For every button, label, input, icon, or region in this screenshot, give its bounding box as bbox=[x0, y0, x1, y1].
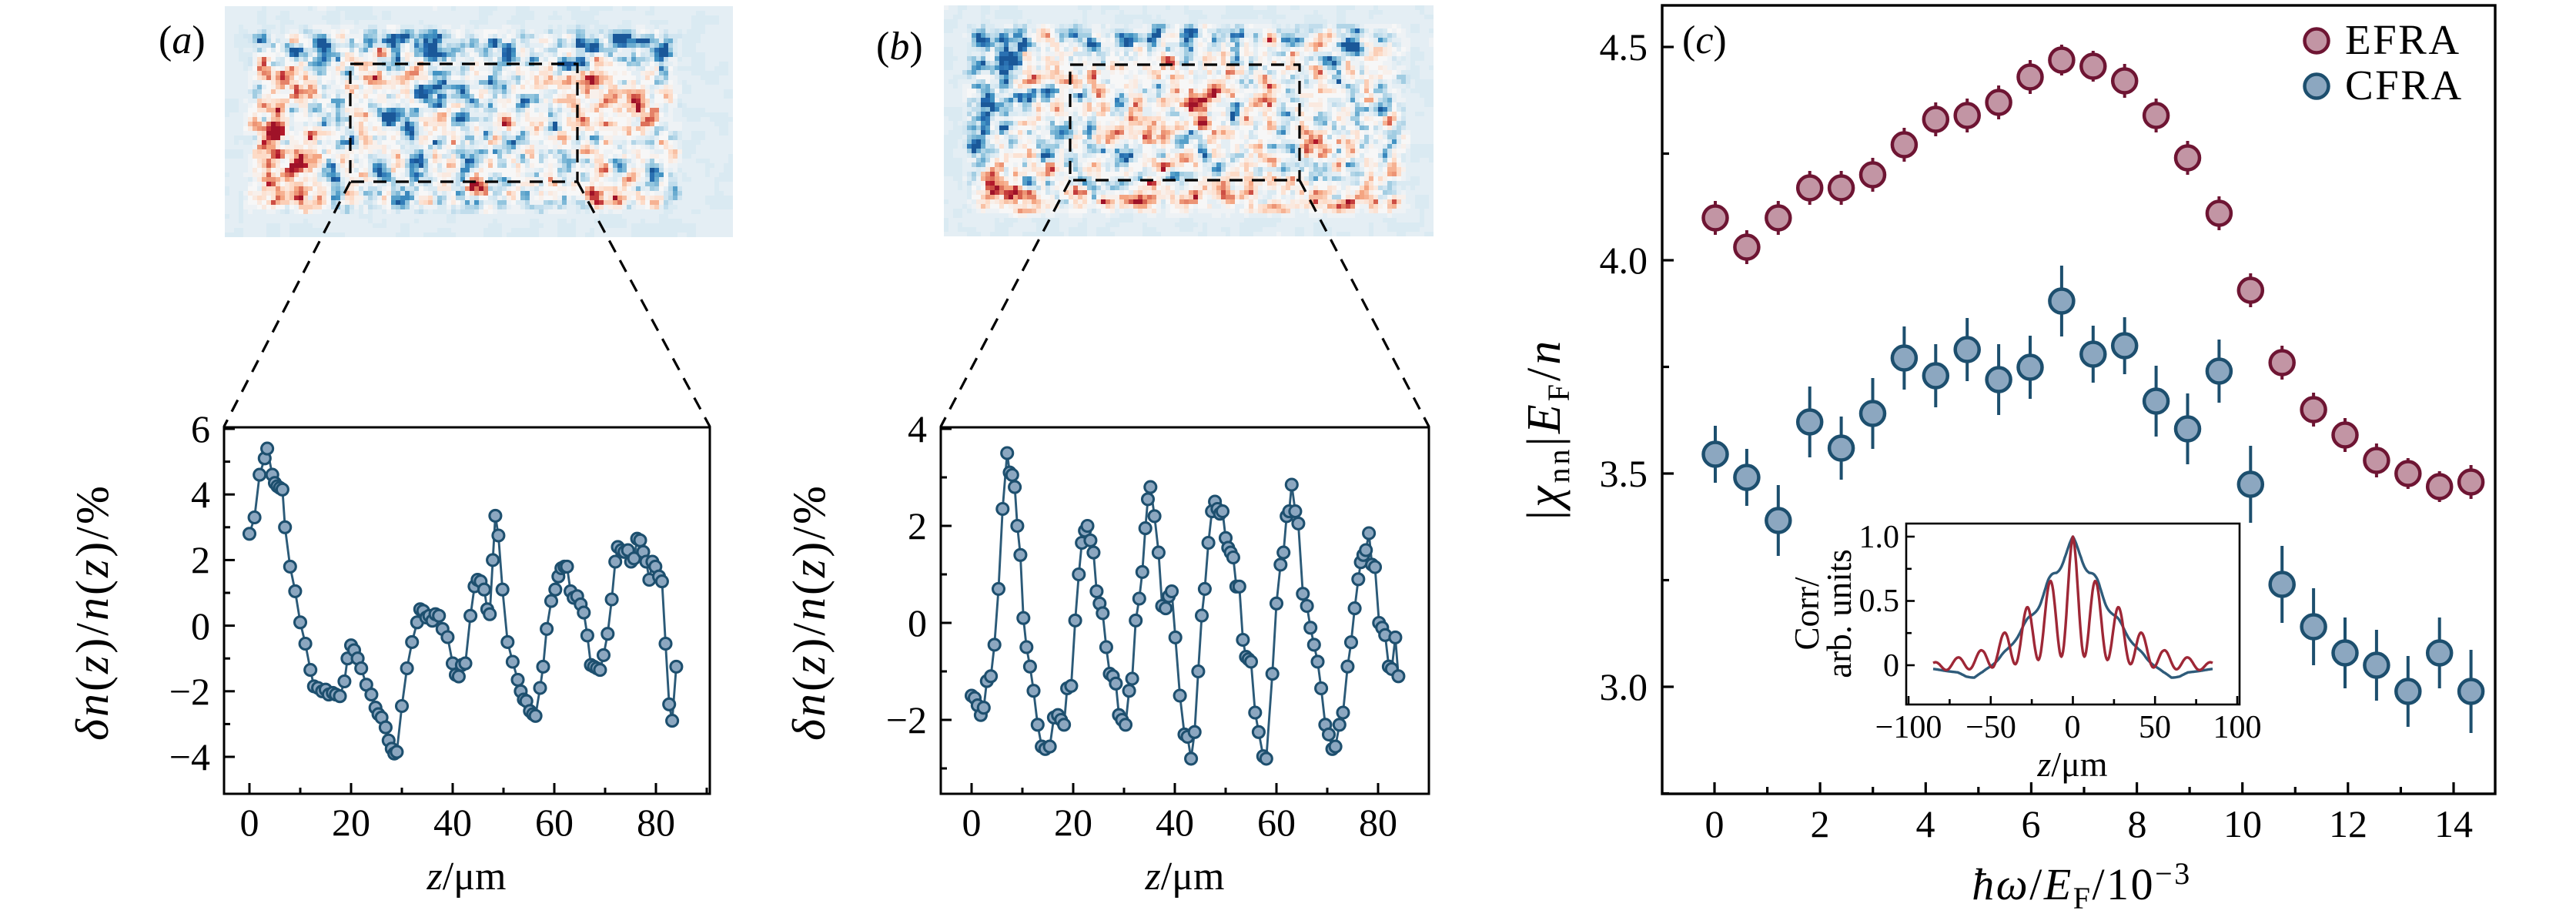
svg-text:6: 6 bbox=[2022, 802, 2041, 845]
svg-text:1.0: 1.0 bbox=[1859, 520, 1900, 555]
svg-text:0: 0 bbox=[191, 604, 210, 648]
svg-text:8: 8 bbox=[2128, 802, 2147, 845]
svg-text:arb. units: arb. units bbox=[1820, 549, 1858, 678]
svg-text:−2: −2 bbox=[169, 670, 210, 713]
svg-text:0: 0 bbox=[1705, 802, 1725, 845]
svg-text:EFRA: EFRA bbox=[2345, 16, 2461, 63]
svg-text:Corr/: Corr/ bbox=[1788, 577, 1826, 650]
svg-text:4: 4 bbox=[1916, 802, 1935, 845]
svg-text:δn(z)/n(z)/%: δn(z)/n(z)/% bbox=[67, 484, 118, 741]
svg-text:z/μm: z/μm bbox=[426, 855, 506, 899]
svg-text:−50: −50 bbox=[1965, 710, 2016, 745]
svg-text:14: 14 bbox=[2434, 802, 2473, 845]
svg-text:z/μm: z/μm bbox=[2036, 745, 2107, 784]
svg-text:−2: −2 bbox=[886, 698, 927, 741]
svg-text:0: 0 bbox=[2065, 710, 2081, 745]
svg-text:4.0: 4.0 bbox=[1600, 239, 1648, 282]
svg-text:80: 80 bbox=[637, 801, 675, 844]
svg-text:(a): (a) bbox=[159, 18, 206, 62]
svg-text:2: 2 bbox=[191, 538, 210, 581]
svg-text:60: 60 bbox=[535, 801, 574, 844]
svg-text:z/μm: z/μm bbox=[1144, 855, 1224, 899]
svg-text:60: 60 bbox=[1257, 801, 1296, 844]
svg-text:|χnn|EF/n: |χnn|EF/n bbox=[1518, 338, 1576, 520]
svg-text:δn(z)/n(z)/%: δn(z)/n(z)/% bbox=[784, 484, 835, 741]
svg-text:0: 0 bbox=[962, 801, 982, 844]
svg-text:12: 12 bbox=[2329, 802, 2367, 845]
svg-text:ħω/EF/10−3: ħω/EF/10−3 bbox=[1972, 856, 2191, 915]
svg-text:3.5: 3.5 bbox=[1600, 452, 1648, 495]
svg-text:−100: −100 bbox=[1875, 710, 1942, 745]
svg-text:40: 40 bbox=[433, 801, 472, 844]
svg-text:0: 0 bbox=[1883, 648, 1899, 684]
svg-text:10: 10 bbox=[2223, 802, 2262, 845]
svg-text:3.0: 3.0 bbox=[1600, 665, 1648, 708]
svg-text:4: 4 bbox=[191, 473, 210, 516]
svg-text:4: 4 bbox=[908, 407, 927, 450]
svg-text:2: 2 bbox=[1811, 802, 1830, 845]
svg-text:0.5: 0.5 bbox=[1859, 584, 1900, 619]
svg-text:2: 2 bbox=[908, 504, 927, 547]
svg-text:80: 80 bbox=[1359, 801, 1397, 844]
svg-text:40: 40 bbox=[1156, 801, 1194, 844]
svg-text:6: 6 bbox=[191, 407, 210, 450]
svg-text:20: 20 bbox=[1054, 801, 1092, 844]
svg-text:4.5: 4.5 bbox=[1600, 25, 1648, 69]
svg-text:CFRA: CFRA bbox=[2345, 62, 2464, 109]
svg-text:50: 50 bbox=[2139, 710, 2171, 745]
svg-text:20: 20 bbox=[332, 801, 370, 844]
svg-text:(c): (c) bbox=[1682, 18, 1727, 62]
svg-text:0: 0 bbox=[908, 601, 927, 644]
svg-text:−4: −4 bbox=[169, 735, 210, 778]
svg-text:0: 0 bbox=[240, 801, 259, 844]
svg-text:100: 100 bbox=[2213, 710, 2262, 745]
svg-text:(b): (b) bbox=[876, 25, 923, 69]
